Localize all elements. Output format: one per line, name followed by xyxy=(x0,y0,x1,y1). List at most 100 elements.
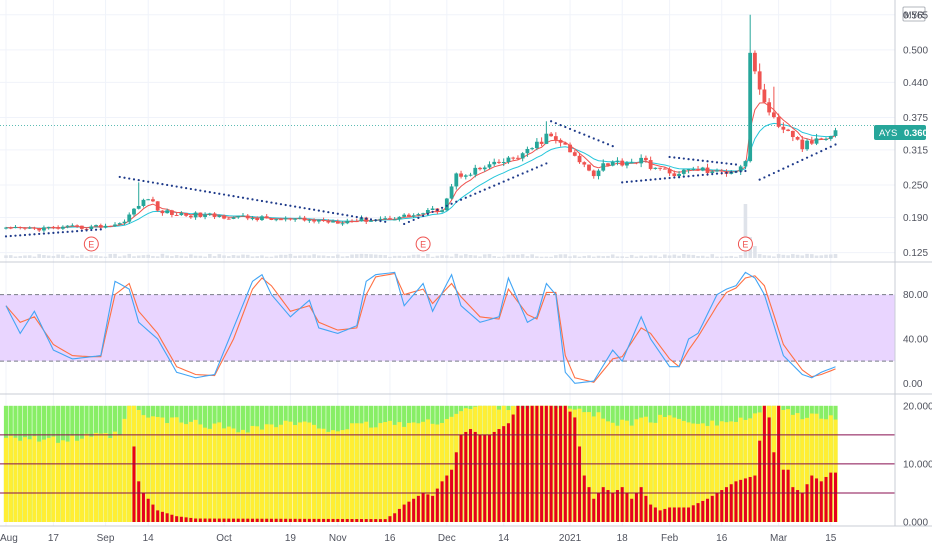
volume-bar xyxy=(260,255,264,258)
oscillator-red-bar xyxy=(615,490,619,522)
candle-body xyxy=(241,215,245,217)
psar-dot xyxy=(431,210,434,213)
volume-bar xyxy=(644,256,648,258)
oscillator-yellow-bar xyxy=(359,423,364,522)
psar-dot xyxy=(824,147,828,151)
volume-bar xyxy=(42,255,46,258)
oscillator-yellow-bar xyxy=(804,417,810,522)
psar-dot xyxy=(265,200,268,203)
oscillator-yellow-bar xyxy=(193,419,198,522)
psar-dot xyxy=(583,133,586,136)
candle-body xyxy=(193,212,198,218)
candle-body xyxy=(141,199,146,206)
oscillator-red-bar xyxy=(582,475,586,522)
psar-dot xyxy=(38,232,41,236)
oscillator-yellow-bar xyxy=(165,423,170,522)
oscillator-red-bar xyxy=(312,518,316,522)
candle-body xyxy=(127,214,132,222)
candle-body xyxy=(132,208,136,215)
volume-bar xyxy=(781,254,786,258)
psar-dot xyxy=(493,184,496,187)
volume-bar xyxy=(795,254,800,258)
earnings-marker xyxy=(737,236,753,252)
candle-body xyxy=(639,157,644,164)
candle-body xyxy=(776,117,781,127)
oscillator-red-bar xyxy=(483,434,487,522)
oscillator-yellow-bar xyxy=(269,424,274,522)
psar-dot xyxy=(426,212,429,215)
volume-bar xyxy=(791,254,795,258)
oscillator-red-bar xyxy=(227,518,231,522)
volume-bar xyxy=(639,255,643,258)
volume-bar xyxy=(89,255,94,258)
volume-bar xyxy=(786,255,790,258)
volume-bar xyxy=(454,253,459,258)
volume-bar xyxy=(819,255,824,258)
oscillator-yellow-bar xyxy=(676,418,682,522)
candle-body xyxy=(738,166,743,172)
oscillator-red-bar xyxy=(464,431,468,522)
candle-body xyxy=(103,225,108,228)
volume-bar xyxy=(231,254,236,258)
psar-dot xyxy=(341,213,344,216)
oscillator-yellow-bar xyxy=(108,437,113,522)
volume-bar xyxy=(274,255,278,258)
candle-body xyxy=(397,216,402,220)
psar-dot xyxy=(417,216,420,220)
oscillator-yellow-bar xyxy=(444,419,449,522)
psar-dot xyxy=(23,233,27,237)
volume-bar xyxy=(103,256,108,258)
volume-bar xyxy=(648,255,653,258)
candle-body xyxy=(615,160,620,162)
volume-bar xyxy=(226,256,231,258)
psar-dot xyxy=(706,173,709,176)
candle-body xyxy=(122,221,127,224)
volume-bar xyxy=(170,256,174,258)
x-tick-label: Nov xyxy=(329,533,347,544)
oscillator-red-bar xyxy=(213,518,217,522)
oscillator-red-bar xyxy=(369,519,373,522)
oscillator-red-bar xyxy=(706,498,710,522)
volume-bar xyxy=(364,254,369,258)
oscillator-red-bar xyxy=(634,492,638,522)
oscillator-red-bar xyxy=(677,507,681,522)
oscillator-yellow-bar xyxy=(245,432,250,522)
candle-body xyxy=(326,220,331,223)
oscillator-red-bar xyxy=(260,518,264,522)
psar-dot xyxy=(99,228,102,231)
oscillator-yellow-bar xyxy=(330,430,336,522)
volume-bar xyxy=(544,256,549,258)
oscillator-red-bar xyxy=(265,518,269,522)
psar-dot xyxy=(227,194,230,197)
oscillator-yellow-bar xyxy=(112,431,118,522)
oscillator-red-bar xyxy=(355,519,359,522)
candle-body xyxy=(629,162,634,164)
volume-bar xyxy=(411,254,416,258)
oscillator-yellow-bar xyxy=(373,427,378,522)
psar-dot xyxy=(142,179,145,183)
oscillator-yellow-bar xyxy=(586,412,592,522)
oscillator-red-bar xyxy=(805,484,809,522)
psar-dot xyxy=(61,231,64,234)
psar-dot xyxy=(545,162,548,165)
candle-body xyxy=(658,167,663,169)
psar-dot xyxy=(692,158,695,161)
candle-body xyxy=(364,217,369,222)
volume-bar xyxy=(378,254,383,258)
oscillator-yellow-bar xyxy=(406,422,411,522)
candle-body xyxy=(719,170,724,172)
oscillator-red-bar xyxy=(250,518,254,522)
currency-box xyxy=(902,6,926,22)
oscillator-red-bar xyxy=(440,481,444,522)
volume-bar xyxy=(568,256,572,258)
oscillator-yellow-bar xyxy=(212,423,217,522)
psar-dot xyxy=(322,210,325,213)
psar-dot xyxy=(587,135,591,138)
candle-body xyxy=(800,139,805,150)
oscillator-red-bar xyxy=(416,495,420,522)
oscillator-red-bar xyxy=(767,417,771,522)
oscillator-red-bar xyxy=(421,492,425,522)
psar-dot xyxy=(829,145,832,148)
candle-body xyxy=(762,89,767,103)
